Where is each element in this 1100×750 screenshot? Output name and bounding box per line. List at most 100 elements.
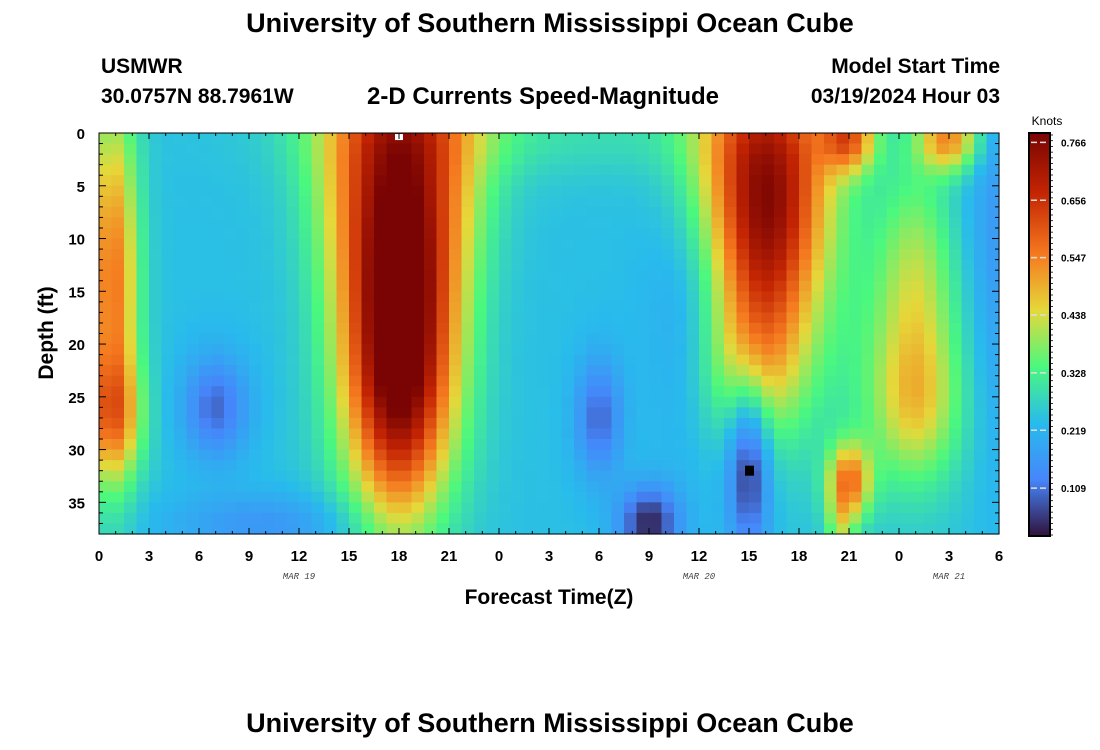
heatmap-cell xyxy=(761,301,775,313)
heatmap-cell xyxy=(349,344,363,356)
heatmap-cell xyxy=(524,375,538,387)
heatmap-cell xyxy=(311,460,325,472)
heatmap-cell xyxy=(861,227,875,240)
heatmap-cell xyxy=(124,439,138,451)
x-tick-label: 15 xyxy=(341,548,358,565)
heatmap-cell xyxy=(461,460,475,472)
heatmap-cell xyxy=(949,386,963,398)
heatmap-cell xyxy=(949,470,963,482)
heatmap-cell xyxy=(374,196,388,208)
heatmap-cell xyxy=(511,354,525,366)
heatmap-cell xyxy=(986,238,1000,250)
heatmap-cell xyxy=(449,407,463,419)
heatmap-cell xyxy=(511,375,525,387)
heatmap-cell xyxy=(711,428,725,440)
heatmap-cell xyxy=(311,322,325,335)
heatmap-cell xyxy=(624,396,638,408)
heatmap-cell xyxy=(974,428,988,440)
heatmap-cell xyxy=(886,133,900,145)
heatmap-cell xyxy=(474,217,488,229)
heatmap-cell xyxy=(736,133,750,145)
heatmap-cell xyxy=(399,344,413,356)
heatmap-cell xyxy=(611,217,625,229)
heatmap-cell xyxy=(486,428,500,440)
heatmap-cell xyxy=(649,386,663,398)
heatmap-cell xyxy=(961,375,975,387)
heatmap-cell xyxy=(824,322,838,335)
heatmap-cell xyxy=(286,301,300,313)
heatmap-cell xyxy=(311,523,325,535)
heatmap-cell xyxy=(211,259,225,271)
heatmap-cell xyxy=(336,375,350,387)
heatmap-cell xyxy=(624,217,638,229)
heatmap-cell xyxy=(511,439,525,451)
heatmap-cell xyxy=(486,164,500,176)
heatmap-cell xyxy=(361,407,375,419)
heatmap-cell xyxy=(736,470,750,482)
heatmap-cell xyxy=(824,227,838,240)
heatmap-cell xyxy=(311,185,325,197)
heatmap-cell xyxy=(674,206,688,219)
heatmap-cell xyxy=(524,227,538,240)
heatmap-cell xyxy=(249,133,263,145)
colorbar-tick-label: 0.109 xyxy=(1061,484,1086,495)
heatmap-cell xyxy=(636,365,650,377)
heatmap-cell xyxy=(799,133,813,145)
heatmap-cell xyxy=(161,175,175,187)
heatmap-cell xyxy=(249,249,263,261)
heatmap-cell xyxy=(624,365,638,377)
heatmap-cell xyxy=(636,164,650,176)
heatmap-cell xyxy=(311,238,325,250)
heatmap-cell xyxy=(824,333,838,345)
heatmap-cell xyxy=(574,439,588,451)
heatmap-cell xyxy=(386,470,400,482)
heatmap-cell xyxy=(499,407,513,419)
heatmap-cell xyxy=(161,386,175,398)
heatmap-cell xyxy=(424,238,438,250)
heatmap-cell xyxy=(261,185,275,197)
heatmap-cell xyxy=(211,164,225,176)
heatmap-cell xyxy=(186,523,200,535)
heatmap-cell xyxy=(786,449,800,461)
heatmap-cell xyxy=(499,301,513,313)
heatmap-cell xyxy=(524,175,538,187)
heatmap-cell xyxy=(224,154,238,166)
colorbar-title: Knots xyxy=(1032,114,1063,128)
heatmap-cell xyxy=(736,491,750,503)
heatmap-cell xyxy=(599,301,613,313)
heatmap-cell xyxy=(336,449,350,461)
heatmap-cell xyxy=(836,301,850,313)
heatmap-cell xyxy=(111,502,125,514)
heatmap-cell xyxy=(386,354,400,366)
heatmap-cell xyxy=(836,470,850,482)
heatmap-cell xyxy=(649,333,663,345)
heatmap-cell xyxy=(499,322,513,335)
heatmap-cell xyxy=(486,249,500,261)
heatmap-cell xyxy=(549,291,563,303)
heatmap-cell xyxy=(524,512,538,525)
heatmap-cell xyxy=(511,270,525,282)
heatmap-cell xyxy=(136,512,150,525)
heatmap-cell xyxy=(199,238,213,250)
heatmap-cell xyxy=(974,259,988,271)
heatmap-cell xyxy=(111,386,125,398)
heatmap-cell xyxy=(911,396,925,408)
heatmap-cell xyxy=(774,481,788,493)
heatmap-cell xyxy=(411,291,425,303)
heatmap-cell xyxy=(424,312,438,324)
heatmap-cell xyxy=(136,227,150,240)
heatmap-cell xyxy=(936,512,950,525)
heatmap-cell xyxy=(299,259,313,271)
heatmap-cell xyxy=(461,386,475,398)
heatmap-cell xyxy=(861,386,875,398)
heatmap-cell xyxy=(161,312,175,324)
heatmap-cell xyxy=(461,322,475,335)
heatmap-cell xyxy=(111,185,125,197)
heatmap-cell xyxy=(236,439,250,451)
heatmap-cell xyxy=(986,417,1000,430)
heatmap-cell xyxy=(661,164,675,176)
heatmap-cell xyxy=(99,280,113,292)
heatmap-cell xyxy=(811,312,825,324)
heatmap-cell xyxy=(949,164,963,176)
